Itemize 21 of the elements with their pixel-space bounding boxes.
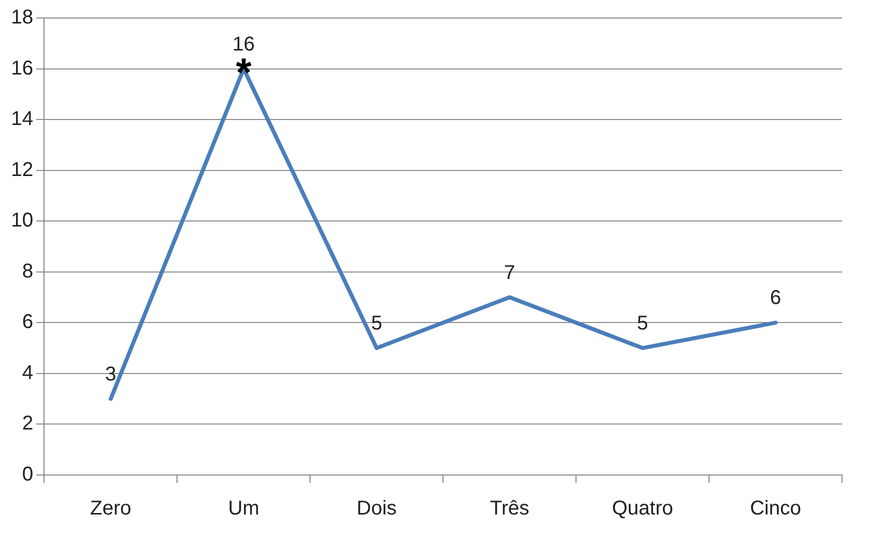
data-label: 7 [504,262,516,284]
y-tick-label: 10 [10,210,34,232]
x-tick-label: Dois [356,498,397,520]
data-label: 3 [105,363,116,386]
y-tick-label: 18 [10,6,34,29]
data-label: 5 [637,312,648,335]
data-label: 6 [770,287,782,310]
y-tick-label: 6 [22,311,34,334]
y-tick-label: 2 [22,412,34,435]
x-tick-label: Um [228,498,260,520]
y-tick-label: 14 [10,108,34,130]
y-tick-label: 0 [22,464,34,486]
x-tick-label: Quatro [612,498,674,520]
x-tick-label: Zero [90,498,132,520]
y-tick-label: 4 [22,362,34,384]
y-tick-label: 16 [10,57,34,80]
x-tick-label: Cinco [750,498,802,520]
y-tick-label: 8 [22,260,34,282]
data-label: 5 [371,312,382,335]
x-tick-label: Três [490,498,530,520]
y-tick-label: 12 [10,158,34,181]
